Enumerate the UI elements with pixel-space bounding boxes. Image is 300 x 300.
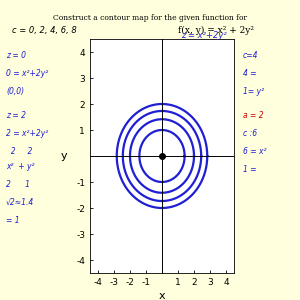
Text: (0,0): (0,0) xyxy=(6,87,24,96)
Text: x: x xyxy=(159,291,165,300)
Text: 2      1: 2 1 xyxy=(6,180,30,189)
Text: = 1: = 1 xyxy=(6,216,20,225)
Text: z = 0: z = 0 xyxy=(6,51,26,60)
Text: 1 =: 1 = xyxy=(243,165,256,174)
Text: 0 = x²+2y²: 0 = x²+2y² xyxy=(6,69,48,78)
Text: √2≈1.4: √2≈1.4 xyxy=(6,198,34,207)
Text: 6 = x²: 6 = x² xyxy=(243,147,266,156)
Text: a = 2: a = 2 xyxy=(243,111,264,120)
Text: 2     2: 2 2 xyxy=(6,147,32,156)
Text: z = 2: z = 2 xyxy=(6,111,26,120)
Text: 2 = x²+2y²: 2 = x²+2y² xyxy=(6,129,48,138)
Text: z = x²+2y²: z = x²+2y² xyxy=(181,32,227,40)
Text: 1= y²: 1= y² xyxy=(243,87,264,96)
Text: c=4: c=4 xyxy=(243,51,259,60)
Text: c :6: c :6 xyxy=(243,129,257,138)
Text: c = 0, 2, 4, 6, 8: c = 0, 2, 4, 6, 8 xyxy=(12,26,77,34)
Text: 4 =: 4 = xyxy=(243,69,256,78)
Text: Construct a contour map for the given function for: Construct a contour map for the given fu… xyxy=(53,14,247,22)
Text: y: y xyxy=(61,151,68,161)
Text: x²  + y²: x² + y² xyxy=(6,162,34,171)
Text: f(x, y) = x² + 2y²: f(x, y) = x² + 2y² xyxy=(178,26,254,34)
